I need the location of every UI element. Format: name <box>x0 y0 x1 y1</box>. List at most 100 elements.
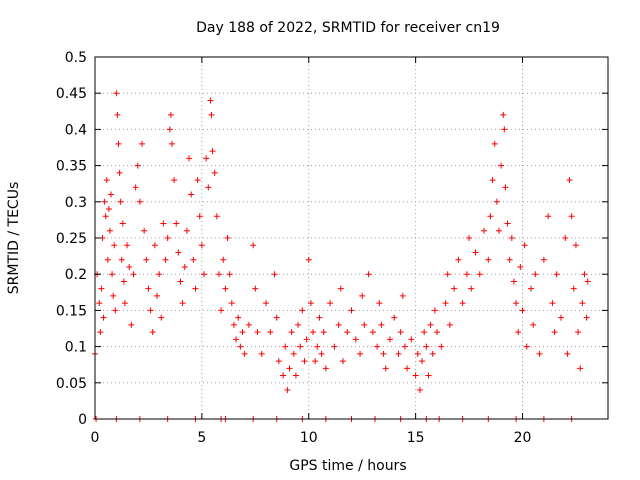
data-point <box>230 321 237 328</box>
data-point <box>218 307 225 314</box>
data-point <box>175 249 182 256</box>
data-point <box>126 263 133 270</box>
data-point <box>136 198 143 205</box>
data-point <box>508 235 515 241</box>
data-point <box>222 285 229 292</box>
data-point <box>160 220 167 227</box>
data-point <box>103 177 110 184</box>
data-point <box>275 358 282 365</box>
data-point <box>224 235 231 241</box>
data-point <box>177 278 184 285</box>
data-point <box>226 271 233 278</box>
data-point <box>485 256 492 263</box>
data-point <box>271 271 278 278</box>
data-point <box>365 271 372 278</box>
y-axis-label: SRMTID / TECUs <box>6 182 22 295</box>
data-point <box>397 329 404 336</box>
data-point <box>549 300 556 307</box>
data-point <box>116 169 123 176</box>
data-point <box>109 271 116 278</box>
data-point <box>489 177 496 184</box>
data-point <box>310 329 317 336</box>
data-point <box>168 140 175 147</box>
data-point <box>348 307 355 314</box>
data-point <box>444 271 451 278</box>
data-point <box>282 343 289 350</box>
data-point <box>215 271 222 278</box>
data-point <box>427 321 434 328</box>
data-point <box>235 314 242 321</box>
data-point <box>581 271 588 278</box>
data-point <box>536 350 543 357</box>
data-point <box>254 329 261 336</box>
data-point <box>111 242 118 249</box>
data-point <box>117 198 124 205</box>
x-tick-label: 20 <box>514 430 532 446</box>
data-point <box>258 350 265 357</box>
data-point <box>124 242 131 249</box>
data-point <box>128 321 135 328</box>
data-point <box>284 387 291 394</box>
data-point <box>194 177 201 184</box>
data-point <box>498 162 505 169</box>
data-point <box>331 343 338 350</box>
data-point <box>513 300 520 307</box>
data-point <box>322 365 329 372</box>
data-point <box>120 278 127 285</box>
data-point <box>553 271 560 278</box>
data-point <box>305 256 312 263</box>
data-point <box>130 271 137 278</box>
data-point <box>179 300 186 307</box>
data-point <box>577 365 584 372</box>
data-point <box>213 213 220 220</box>
data-point <box>468 285 475 292</box>
data-point <box>149 329 156 336</box>
data-point <box>299 307 306 314</box>
data-point <box>376 300 383 307</box>
y-tick-label: 0.1 <box>65 340 87 356</box>
data-point <box>502 184 509 191</box>
data-point <box>164 235 171 241</box>
data-point <box>106 227 113 234</box>
data-point <box>113 90 120 97</box>
data-point <box>530 321 537 328</box>
data-point <box>386 336 393 343</box>
data-point <box>201 271 208 278</box>
data-point <box>431 307 438 314</box>
y-tick-label: 0.25 <box>56 231 87 247</box>
data-point <box>228 300 235 307</box>
y-tick-label: 0.35 <box>56 159 87 175</box>
data-point <box>320 329 327 336</box>
data-point <box>208 111 215 118</box>
data-point <box>192 285 199 292</box>
data-point <box>451 285 458 292</box>
y-tick-label: 0.05 <box>56 376 87 392</box>
data-point <box>96 300 103 307</box>
data-point <box>378 321 385 328</box>
data-point <box>156 271 163 278</box>
data-point <box>557 314 564 321</box>
data-point <box>519 307 526 314</box>
data-point <box>198 242 205 249</box>
data-point <box>391 314 398 321</box>
data-point <box>190 256 197 263</box>
data-point <box>181 263 188 270</box>
data-point <box>532 271 539 278</box>
data-point <box>171 177 178 184</box>
data-point <box>314 343 321 350</box>
data-point <box>357 350 364 357</box>
data-point <box>316 314 323 321</box>
data-point <box>273 314 280 321</box>
x-tick-label: 0 <box>91 430 100 446</box>
data-point <box>566 177 573 184</box>
data-point <box>102 213 109 220</box>
data-point <box>162 256 169 263</box>
data-point <box>568 213 575 220</box>
data-point <box>158 314 165 321</box>
data-point <box>545 213 552 220</box>
data-point <box>395 350 402 357</box>
data-point <box>493 198 500 205</box>
data-point <box>105 206 112 213</box>
data-point <box>237 343 244 350</box>
